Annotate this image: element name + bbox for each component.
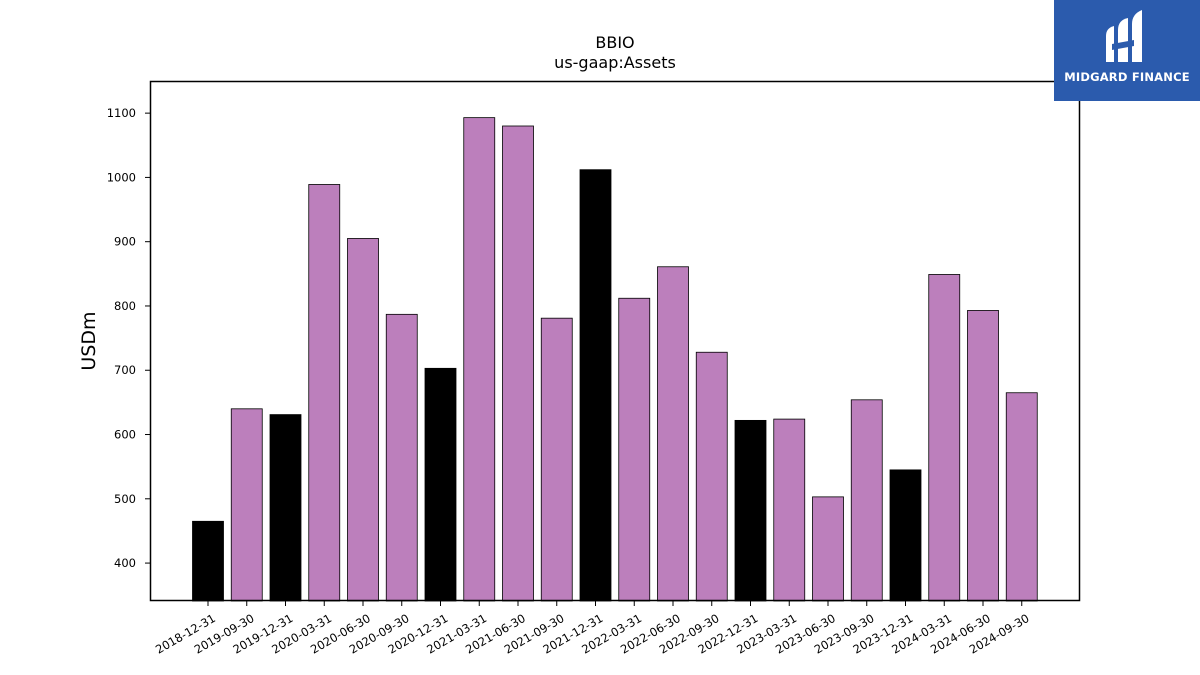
bar-2020-06-30 bbox=[347, 238, 379, 602]
bar-2024-03-31 bbox=[928, 274, 961, 602]
brand-logo: MIDGARD FINANCE bbox=[1054, 0, 1200, 101]
x-ticks-group: 2018-12-312019-09-302019-12-312020-03-31… bbox=[153, 601, 1032, 657]
bar-2023-03-31 bbox=[773, 418, 806, 602]
y-tick-label: 600 bbox=[114, 428, 136, 442]
bar-2021-06-30 bbox=[502, 125, 534, 602]
bar-2022-03-31 bbox=[618, 297, 651, 602]
bar-2018-12-31 bbox=[192, 520, 224, 602]
bar-2023-06-30 bbox=[812, 496, 844, 602]
bar-2019-12-31 bbox=[269, 414, 302, 602]
bar-2020-03-31 bbox=[308, 184, 341, 602]
bar-2020-09-30 bbox=[385, 313, 418, 602]
bar-2021-09-30 bbox=[540, 317, 573, 602]
bar-2023-09-30 bbox=[850, 399, 883, 602]
midgard-logo-icon bbox=[1106, 10, 1142, 62]
bar-2020-12-31 bbox=[424, 367, 457, 602]
bar-2021-03-31 bbox=[463, 117, 496, 602]
y-ticks-group: 400 500 600 700 800 900 1000 1100 bbox=[107, 106, 150, 570]
bar-2024-06-30 bbox=[967, 310, 999, 602]
chart-subtitle: us-gaap:Assets bbox=[554, 53, 676, 72]
y-tick-label: 1100 bbox=[107, 106, 136, 120]
plot-frame bbox=[149, 80, 1081, 602]
logo-text: MIDGARD FINANCE bbox=[1064, 70, 1190, 84]
bar-2023-12-31 bbox=[889, 469, 922, 602]
y-axis-label: USDm bbox=[78, 311, 100, 370]
bar-2021-12-31 bbox=[579, 169, 612, 602]
y-tick-label: 1000 bbox=[107, 170, 136, 184]
bar-2024-09-30 bbox=[1005, 392, 1038, 602]
y-tick-label: 700 bbox=[114, 363, 136, 377]
y-tick-label: 500 bbox=[114, 492, 136, 506]
chart-title: BBIO bbox=[595, 33, 634, 52]
bar-2022-12-31 bbox=[734, 419, 767, 602]
bar-2022-09-30 bbox=[695, 351, 728, 602]
bar-2019-09-30 bbox=[230, 408, 263, 602]
bars-group bbox=[192, 117, 1038, 602]
y-tick-label: 400 bbox=[114, 556, 136, 570]
y-tick-label: 800 bbox=[114, 299, 136, 313]
bar-2022-06-30 bbox=[657, 266, 689, 602]
y-tick-label: 900 bbox=[114, 235, 136, 249]
